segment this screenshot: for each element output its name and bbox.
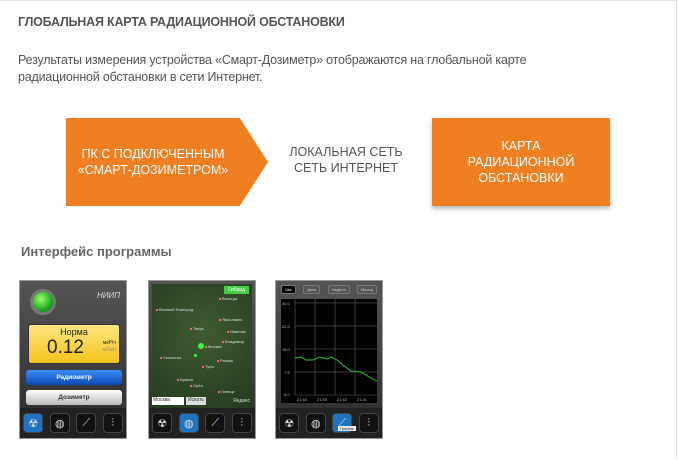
y-tick: 7.5 [284, 370, 290, 375]
map-brand: Яндекс [233, 398, 250, 404]
city-label: Иваново [227, 329, 246, 334]
city-label: Орёл [190, 383, 203, 388]
interface-heading: Интерфейс программы [21, 244, 172, 259]
logo: НИИП [96, 291, 120, 300]
tooltip: График [338, 426, 356, 431]
dose-graph: 30.0 22.5 15.0 7.5 0.0 21:44 21:43 21:42… [281, 299, 378, 403]
flow-source-box: ПК С ПОДКЛЮЧЕННЫМ «СМАРТ-ДОЗИМЕТРОМ» [66, 118, 268, 206]
tab-week[interactable]: Неделя [327, 285, 350, 294]
chart-icon[interactable]: ⟋ [205, 413, 226, 433]
x-tick: 21:44 [297, 397, 308, 402]
dose-line [294, 356, 378, 382]
dose-indicator: Норма 0.12 мкР/ч мЗв/ч [28, 324, 120, 364]
unit-secondary: мЗв/ч [102, 347, 116, 353]
radiation-icon[interactable]: ☢ [279, 413, 300, 433]
map-mode-select[interactable]: Гибрид [224, 286, 249, 294]
city-label: Москва [205, 344, 222, 349]
flow-channel: ЛОКАЛЬНАЯ СЕТЬ СЕТЬ ИНТЕРНЕТ [280, 144, 412, 176]
y-tick: 22.5 [282, 324, 291, 329]
city-label: Рязань [217, 358, 233, 363]
flow-channel-line: ЛОКАЛЬНАЯ СЕТЬ [289, 145, 403, 159]
search-input[interactable]: Москва [152, 397, 184, 405]
flow-target-line: ОБСТАНОВКИ [478, 171, 564, 185]
settings-icon[interactable]: ⫶ [102, 413, 123, 433]
city-label: Вологда [219, 296, 237, 301]
city-label: Брянск [177, 377, 193, 382]
radiometer-button[interactable]: Радиометр [26, 370, 122, 385]
search-button[interactable]: Искать [186, 397, 206, 405]
status-label: Норма [60, 327, 88, 337]
chart-icon[interactable]: ⟋ [76, 413, 97, 433]
city-label: Смоленск [160, 355, 181, 360]
flow-target-line: КАРТА [501, 139, 541, 153]
measurement-point[interactable] [194, 354, 197, 357]
globe-icon[interactable]: ◍ [49, 413, 70, 433]
tab-month[interactable]: Месяц [356, 285, 377, 294]
period-tabs: Час День Неделя Месяц [281, 285, 377, 294]
tab-bar: ☢ ◍ ⟋ ⫶ [20, 408, 126, 438]
x-tick: 21:42 [337, 397, 348, 402]
globe-icon[interactable]: ◍ [305, 413, 326, 433]
city-label: Великий Новгород [156, 307, 193, 312]
measurement-point[interactable] [198, 343, 204, 349]
screenshot-map[interactable]: Гибрид Вологда Великий Новгород Ярославл… [148, 280, 256, 439]
x-tick: 21:43 [317, 397, 328, 402]
x-tick: 21:41 [357, 397, 368, 402]
y-tick: 30.0 [282, 301, 291, 306]
tab-day[interactable]: День [303, 285, 321, 294]
flow-target-box: КАРТА РАДИАЦИОННОЙ ОБСТАНОВКИ [432, 118, 610, 206]
y-tick: 0.0 [284, 392, 290, 397]
map-view[interactable]: Гибрид Вологда Великий Новгород Ярославл… [152, 284, 252, 408]
city-label: Ярославль [219, 317, 242, 322]
settings-icon[interactable]: ⫶ [358, 413, 379, 433]
screenshot-graph[interactable]: Час День Неделя Месяц 30.0 22.5 15.0 7.5… [275, 280, 383, 439]
city-label: Липецк [218, 389, 234, 394]
screenshot-radiometer[interactable]: НИИП Норма 0.12 мкР/ч мЗв/ч Радиометр Доз… [19, 280, 127, 439]
dose-value: 0.12 [47, 337, 84, 358]
unit-primary: мкР/ч [102, 340, 116, 346]
page-title: ГЛОБАЛЬНАЯ КАРТА РАДИАЦИОННОЙ ОБСТАНОВКИ [18, 15, 345, 29]
flow-target-line: РАДИАЦИОННОЙ [467, 155, 575, 169]
city-label: Тула [202, 364, 214, 369]
flow-channel-line: СЕТЬ ИНТЕРНЕТ [294, 161, 398, 175]
y-tick: 15.0 [282, 347, 291, 352]
units: мкР/ч мЗв/ч [103, 340, 116, 354]
flow-source-line: ПК С ПОДКЛЮЧЕННЫМ [81, 147, 225, 161]
settings-icon[interactable]: ⫶ [231, 413, 252, 433]
description: Результаты измерения устройства «Смарт-Д… [18, 53, 527, 84]
globe-icon[interactable]: ◍ [178, 413, 199, 433]
radiation-icon[interactable]: ☢ [23, 413, 44, 433]
city-label: Тверь [190, 326, 204, 331]
graph-svg: 30.0 22.5 15.0 7.5 0.0 21:44 21:43 21:42… [282, 299, 378, 402]
tab-hour[interactable]: Час [281, 285, 296, 294]
dosimeter-button[interactable]: Дозиметр [26, 390, 122, 405]
tab-bar: ☢ ◍ ⟋ ⫶ [276, 408, 382, 438]
radiation-icon[interactable]: ☢ [152, 413, 173, 433]
tab-bar: ☢ ◍ ⟋ ⫶ [149, 408, 255, 438]
status-led-icon [30, 289, 56, 315]
flow-source-line: «СМАРТ-ДОЗИМЕТРОМ» [77, 163, 229, 177]
city-label: Владимир [222, 339, 244, 344]
